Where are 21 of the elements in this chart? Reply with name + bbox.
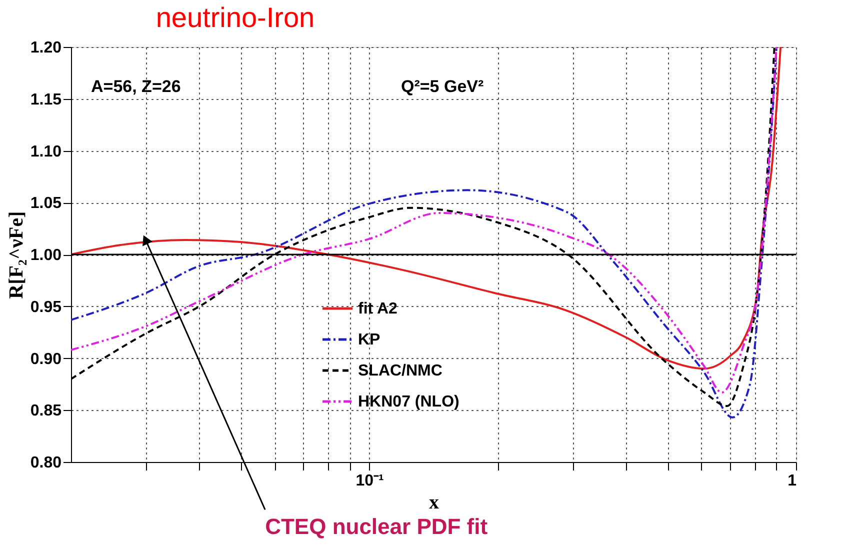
legend-label: HKN07 (NLO) xyxy=(358,394,460,410)
annotation: CTEQ nuclear PDF fit xyxy=(265,514,488,539)
annotation: Q²=5 GeV² xyxy=(401,77,484,96)
y-tick-label: 1.00 xyxy=(30,247,62,264)
y-tick-label: 1.20 xyxy=(30,40,62,56)
chart-title: neutrino-Iron xyxy=(156,2,315,33)
annotation: A=56, Z=26 xyxy=(91,77,181,96)
y-tick-label: 1.15 xyxy=(30,91,62,108)
y-tick-label: 0.90 xyxy=(30,350,62,368)
legend-label: fit A2 xyxy=(358,300,398,318)
y-tick-label: 1.05 xyxy=(30,195,62,212)
x-tick-label: 10⁻¹ xyxy=(356,472,384,490)
y-tick-label: 0.85 xyxy=(30,402,62,420)
x-tick-label: 1 xyxy=(788,472,797,490)
legend-label: KP xyxy=(358,332,381,348)
x-axis-title: x xyxy=(429,492,439,514)
y-tick-label: 0.95 xyxy=(30,298,62,316)
y-axis-title: R[F₂^νFe] xyxy=(5,211,28,299)
y-tick-label: 0.80 xyxy=(30,454,62,472)
y-tick-label: 1.10 xyxy=(30,143,62,160)
legend-label: SLAC/NMC xyxy=(358,362,443,380)
